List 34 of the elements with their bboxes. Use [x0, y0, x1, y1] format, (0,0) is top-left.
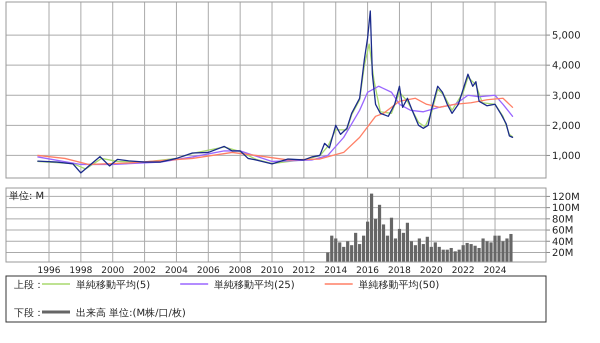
y-tick-label: 3,000 — [552, 90, 581, 102]
x-tick-label: 2014 — [324, 266, 348, 276]
x-tick-label: 2024 — [484, 266, 507, 276]
legend-label: 出来高 単位:(M株/口/枚) — [76, 307, 186, 319]
line-series — [37, 10, 514, 174]
legend-title: 下段： — [14, 307, 44, 319]
y-tick-label: 1,000 — [552, 150, 581, 162]
x-tick-label: 2010 — [260, 266, 284, 276]
annotation: 単位: M — [9, 190, 44, 202]
x-tick-label: 2020 — [420, 266, 444, 276]
y-tick-label: 80M — [552, 214, 574, 226]
y-tick-label: 120M — [552, 192, 580, 203]
x-tick-label: 2006 — [196, 266, 220, 276]
y-tick-label: 5,000 — [552, 30, 581, 42]
x-tick-label: 2000 — [101, 266, 124, 276]
y-tick-label: 2,000 — [552, 120, 581, 132]
x-tick-label: 2012 — [292, 266, 316, 276]
y-tick-label: 4,000 — [552, 60, 581, 72]
legend-label: 単純移動平均(25) — [214, 279, 295, 291]
y-tick-label: 60M — [552, 226, 574, 237]
x-tick-label: 1996 — [38, 266, 61, 276]
x-tick-label: 2008 — [228, 266, 252, 276]
x-tick-label: 2002 — [133, 266, 156, 276]
y-tick-label: 20M — [552, 248, 574, 259]
y-tick-label: 100M — [552, 203, 580, 214]
x-tick-label: 2016 — [356, 266, 380, 276]
legend-title: 上段： — [14, 279, 44, 291]
x-tick-label: 2004 — [164, 266, 188, 276]
x-tick-label: 1998 — [69, 266, 93, 276]
legend-label: 単純移動平均(5) — [76, 279, 150, 291]
legend-label: 単純移動平均(50) — [358, 279, 440, 291]
y-tick-label: 40M — [552, 236, 574, 248]
x-tick-label: 2018 — [388, 266, 412, 276]
x-tick-label: 2022 — [452, 266, 475, 276]
